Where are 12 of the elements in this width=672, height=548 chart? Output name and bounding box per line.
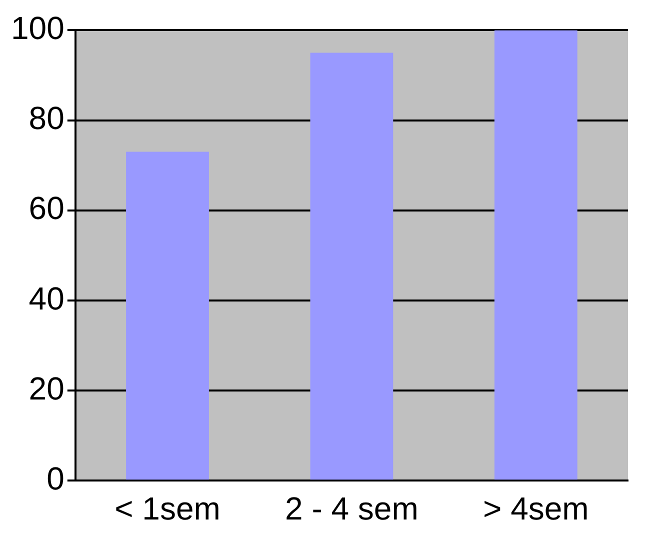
y-tick-label: 100 [11, 10, 64, 46]
y-tick-label: 60 [28, 190, 64, 226]
bar [310, 52, 394, 480]
y-tick-label: 80 [28, 100, 64, 136]
x-tick-label: 2 - 4 sem [285, 490, 418, 527]
y-tick-label: 0 [46, 460, 64, 496]
bar [494, 30, 578, 480]
x-tick-label: > 4sem [482, 490, 589, 527]
y-tick-label: 20 [28, 370, 64, 406]
bar [126, 152, 209, 480]
x-tick-label: < 1sem [114, 490, 220, 527]
y-tick-label: 40 [28, 280, 64, 316]
